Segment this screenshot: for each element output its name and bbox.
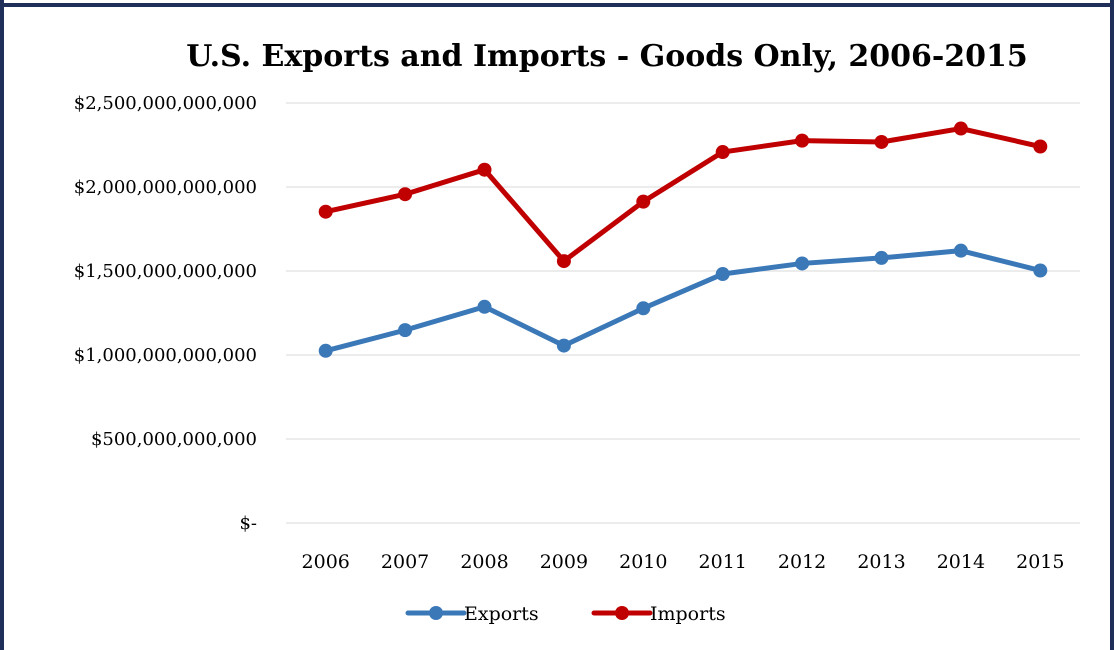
imports-line <box>323 126 1043 264</box>
imports-point <box>636 194 651 209</box>
exports-point <box>715 267 730 282</box>
x-tick-label: 2010 <box>619 551 667 573</box>
x-tick-label: 2007 <box>381 551 429 573</box>
imports-point <box>398 187 413 202</box>
imports-point <box>1033 139 1048 154</box>
imports-point <box>795 133 810 148</box>
y-tick-label: $500,000,000,000 <box>91 429 257 450</box>
exports-point <box>874 250 889 265</box>
exports-line <box>323 248 1043 354</box>
chart-title: U.S. Exports and Imports - Goods Only, 2… <box>186 39 1028 74</box>
exports-point <box>398 323 413 338</box>
exports-point <box>477 299 492 314</box>
imports-point <box>874 134 889 149</box>
series-exports <box>318 243 1048 358</box>
y-axis-tick-labels: $- $500,000,000,000 $1,000,000,000,000 $1,5… <box>74 93 257 534</box>
exports-point <box>636 301 651 316</box>
legend: Exports Imports <box>405 603 726 625</box>
y-tick-label: $2,000,000,000,000 <box>74 177 257 198</box>
x-tick-label: 2011 <box>699 551 747 573</box>
exports-point <box>556 338 571 353</box>
series-imports <box>318 121 1048 269</box>
x-tick-label: 2013 <box>857 551 905 573</box>
exports-point <box>795 256 810 271</box>
y-tick-label: $- <box>239 513 257 534</box>
plot-series <box>318 121 1048 358</box>
exports-point <box>953 243 968 258</box>
x-tick-label: 2009 <box>540 551 588 573</box>
legend-label: Exports <box>464 603 539 625</box>
imports-point <box>477 162 492 177</box>
imports-point <box>953 121 968 136</box>
y-tick-label: $2,500,000,000,000 <box>74 93 257 114</box>
imports-point <box>318 204 333 219</box>
gridlines <box>286 102 1080 524</box>
x-tick-label: 2008 <box>460 551 508 573</box>
legend-swatch-marker <box>429 606 443 620</box>
y-tick-label: $1,500,000,000,000 <box>74 261 257 282</box>
x-tick-label: 2014 <box>937 551 985 573</box>
legend-item-exports: Exports <box>405 603 539 625</box>
imports-point <box>715 145 730 160</box>
exports-point <box>1033 263 1048 278</box>
y-tick-label: $1,000,000,000,000 <box>74 345 257 366</box>
legend-item-imports: Imports <box>591 603 726 625</box>
legend-label: Imports <box>650 603 726 625</box>
x-tick-label: 2015 <box>1016 551 1064 573</box>
x-axis-tick-labels: 2006 2007 2008 2009 2010 2011 2012 2013 2014 2015 <box>302 551 1065 573</box>
x-tick-label: 2006 <box>302 551 350 573</box>
exports-point <box>318 343 333 358</box>
imports-point <box>556 254 571 269</box>
legend-swatch-marker <box>615 606 629 620</box>
x-tick-label: 2012 <box>778 551 826 573</box>
